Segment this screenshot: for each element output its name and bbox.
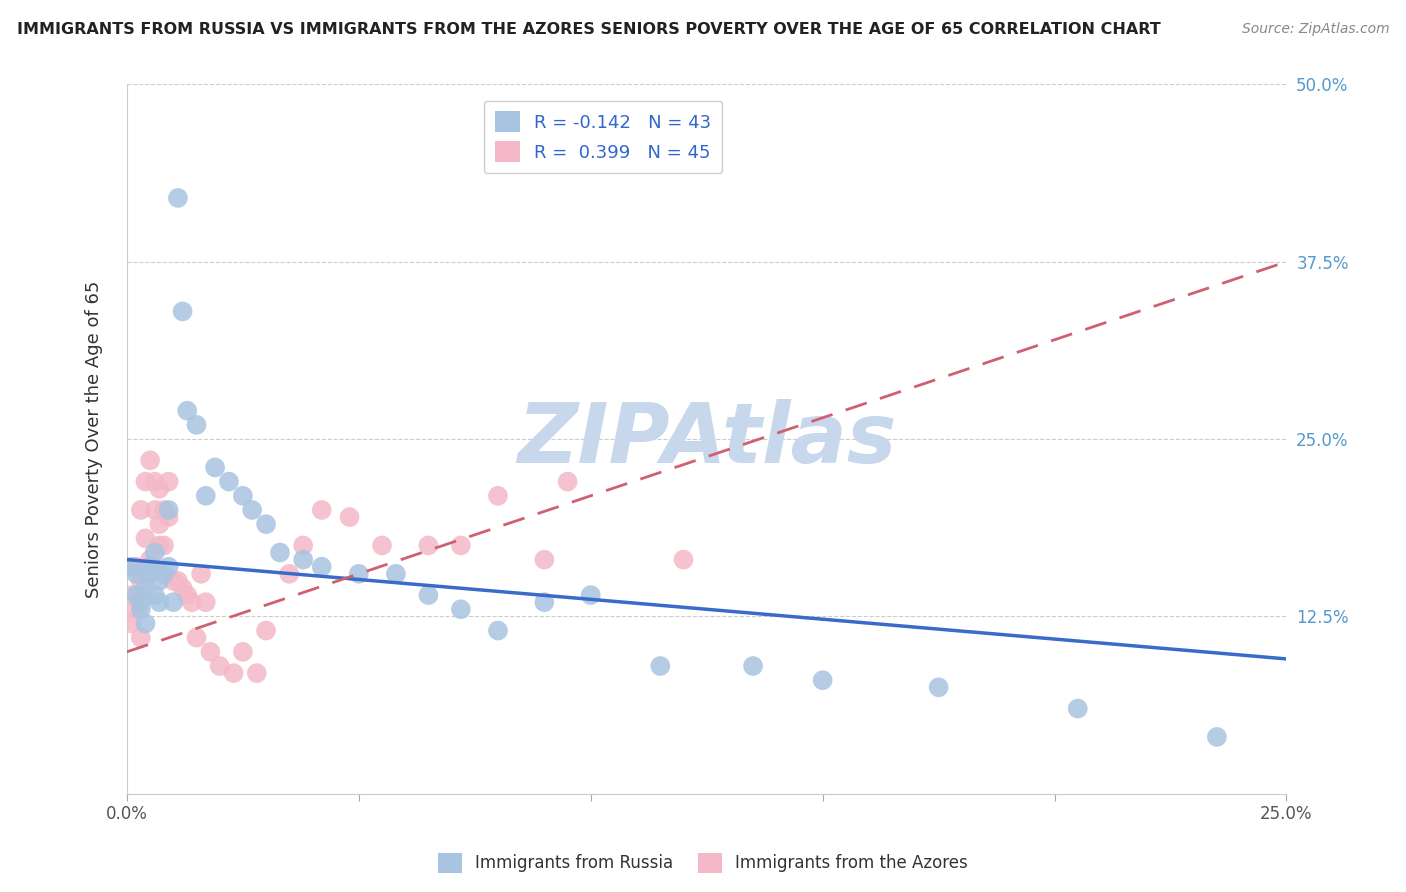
Point bbox=[811, 673, 834, 688]
Point bbox=[139, 566, 162, 581]
Point bbox=[129, 631, 152, 645]
Point bbox=[157, 503, 180, 517]
Point bbox=[129, 503, 152, 517]
Point bbox=[148, 482, 170, 496]
Point bbox=[579, 588, 602, 602]
Point bbox=[143, 503, 166, 517]
Point bbox=[418, 588, 440, 602]
Point bbox=[742, 659, 765, 673]
Point bbox=[157, 510, 180, 524]
Point bbox=[157, 475, 180, 489]
Point bbox=[486, 489, 509, 503]
Point bbox=[148, 538, 170, 552]
Point bbox=[134, 532, 156, 546]
Point bbox=[1067, 701, 1090, 715]
Point bbox=[232, 645, 254, 659]
Point bbox=[125, 588, 148, 602]
Point bbox=[218, 475, 240, 489]
Point bbox=[672, 552, 695, 566]
Point bbox=[167, 191, 190, 205]
Point bbox=[129, 602, 152, 616]
Legend: Immigrants from Russia, Immigrants from the Azores: Immigrants from Russia, Immigrants from … bbox=[432, 847, 974, 880]
Text: ZIPAtlas: ZIPAtlas bbox=[517, 399, 897, 480]
Point bbox=[180, 595, 202, 609]
Point bbox=[194, 489, 217, 503]
Point bbox=[125, 602, 148, 616]
Text: Source: ZipAtlas.com: Source: ZipAtlas.com bbox=[1241, 22, 1389, 37]
Point bbox=[129, 574, 152, 588]
Point bbox=[246, 666, 269, 681]
Point bbox=[172, 304, 194, 318]
Point bbox=[134, 475, 156, 489]
Point bbox=[139, 552, 162, 566]
Point bbox=[311, 559, 333, 574]
Point bbox=[347, 566, 370, 581]
Point bbox=[172, 581, 194, 595]
Point bbox=[533, 595, 555, 609]
Point bbox=[254, 624, 277, 638]
Point bbox=[450, 602, 472, 616]
Point bbox=[557, 475, 579, 489]
Point bbox=[143, 588, 166, 602]
Point bbox=[162, 595, 184, 609]
Point bbox=[157, 559, 180, 574]
Point bbox=[121, 616, 143, 631]
Point bbox=[121, 559, 143, 574]
Point bbox=[186, 417, 208, 432]
Point bbox=[208, 659, 231, 673]
Point bbox=[134, 581, 156, 595]
Point bbox=[190, 566, 212, 581]
Point bbox=[194, 595, 217, 609]
Point bbox=[204, 460, 226, 475]
Point bbox=[292, 538, 315, 552]
Point bbox=[222, 666, 245, 681]
Point bbox=[269, 545, 291, 559]
Point bbox=[371, 538, 394, 552]
Point bbox=[167, 574, 190, 588]
Point bbox=[162, 574, 184, 588]
Point bbox=[186, 631, 208, 645]
Point bbox=[148, 517, 170, 532]
Point bbox=[139, 559, 162, 574]
Point bbox=[486, 624, 509, 638]
Point bbox=[176, 588, 198, 602]
Point bbox=[148, 595, 170, 609]
Point bbox=[125, 559, 148, 574]
Point bbox=[450, 538, 472, 552]
Point bbox=[278, 566, 301, 581]
Y-axis label: Seniors Poverty Over the Age of 65: Seniors Poverty Over the Age of 65 bbox=[86, 280, 103, 598]
Point bbox=[292, 552, 315, 566]
Point bbox=[153, 566, 176, 581]
Point bbox=[254, 517, 277, 532]
Point bbox=[121, 588, 143, 602]
Point bbox=[311, 503, 333, 517]
Point bbox=[232, 489, 254, 503]
Point bbox=[650, 659, 672, 673]
Point bbox=[928, 681, 950, 695]
Point bbox=[240, 503, 263, 517]
Point bbox=[143, 545, 166, 559]
Text: IMMIGRANTS FROM RUSSIA VS IMMIGRANTS FROM THE AZORES SENIORS POVERTY OVER THE AG: IMMIGRANTS FROM RUSSIA VS IMMIGRANTS FRO… bbox=[17, 22, 1160, 37]
Point bbox=[125, 566, 148, 581]
Point bbox=[1206, 730, 1229, 744]
Point bbox=[176, 403, 198, 417]
Point bbox=[533, 552, 555, 566]
Point bbox=[153, 538, 176, 552]
Point bbox=[143, 475, 166, 489]
Point bbox=[339, 510, 361, 524]
Point bbox=[200, 645, 222, 659]
Point bbox=[134, 616, 156, 631]
Point bbox=[153, 503, 176, 517]
Point bbox=[418, 538, 440, 552]
Point bbox=[385, 566, 408, 581]
Point bbox=[129, 595, 152, 609]
Legend: R = -0.142   N = 43, R =  0.399   N = 45: R = -0.142 N = 43, R = 0.399 N = 45 bbox=[484, 101, 723, 173]
Point bbox=[139, 453, 162, 467]
Point bbox=[148, 574, 170, 588]
